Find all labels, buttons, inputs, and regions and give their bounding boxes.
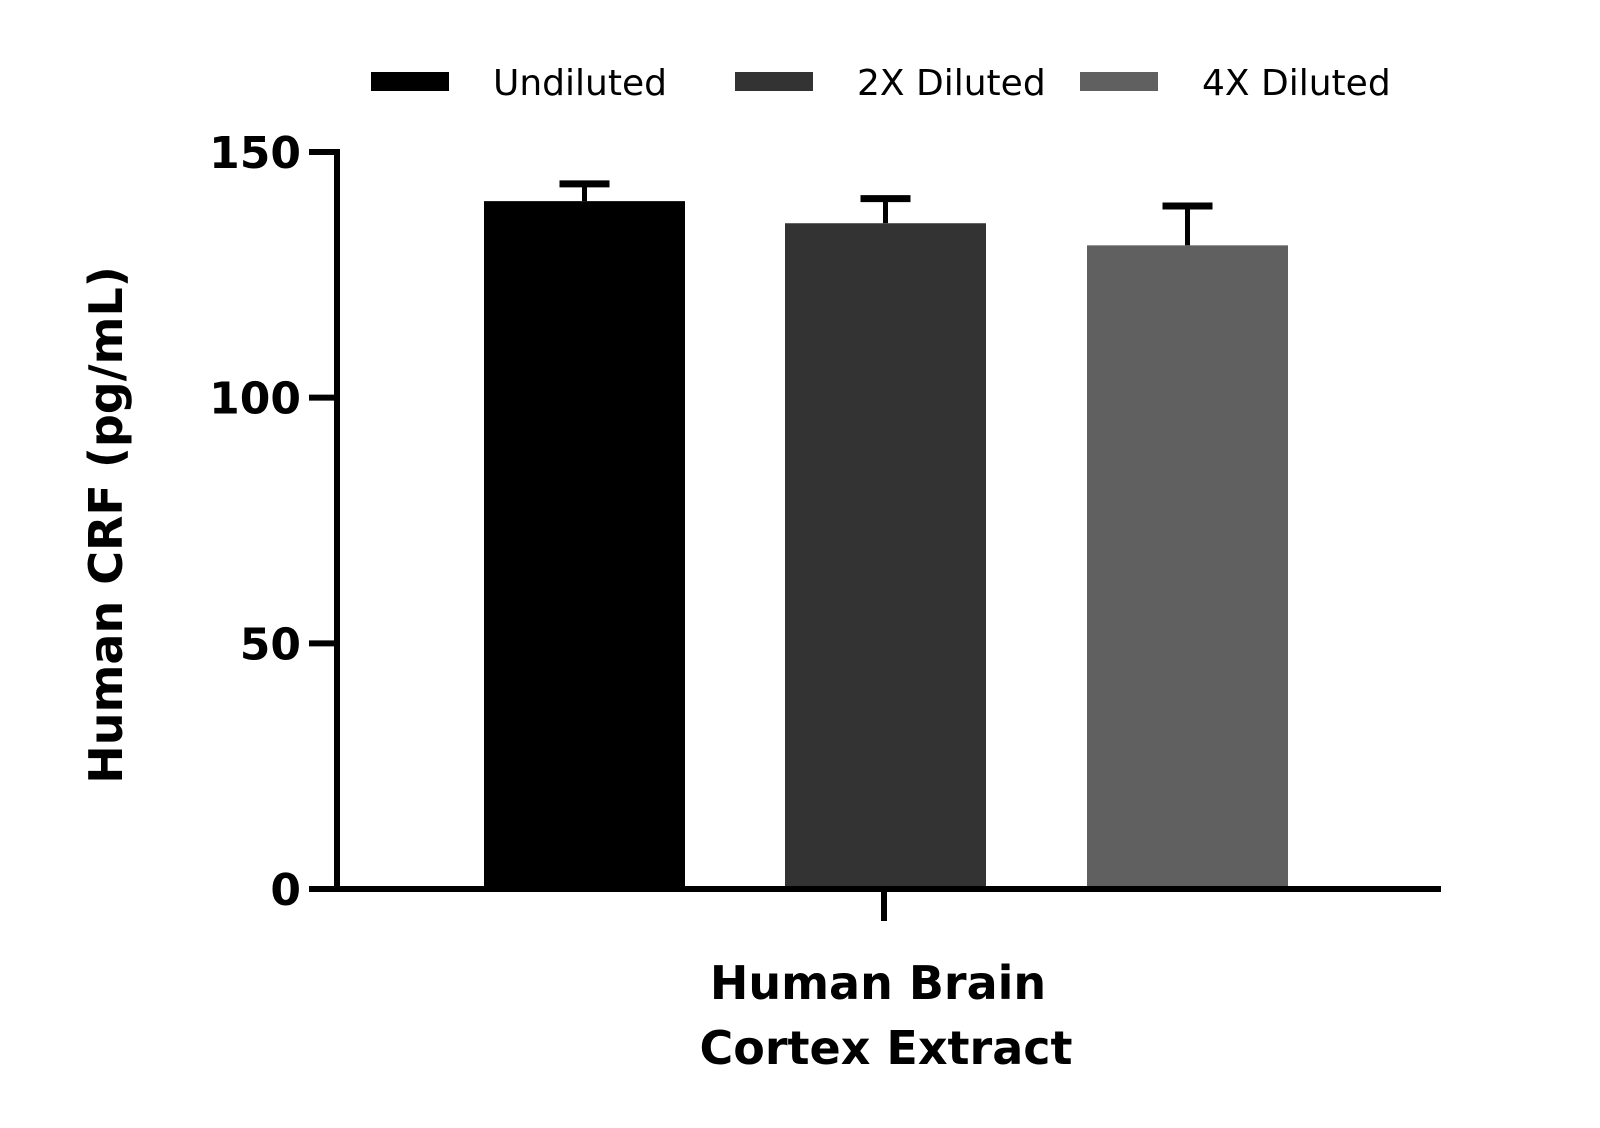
legend-label: Undiluted [493,63,667,104]
x-axis-label-line1: Human Brain [710,956,1046,1010]
bar-2x-diluted [785,223,986,889]
x-axis [334,886,1441,921]
y-tick-label: 150 [209,128,301,179]
legend: Undiluted 2X Diluted 4X Diluted [371,63,1391,104]
legend-swatch [735,72,813,91]
bar-undiluted [484,201,685,890]
x-axis-label-line2: Cortex Extract [700,1021,1073,1075]
y-tick-label: 100 [209,374,301,425]
legend-swatch [1080,72,1158,91]
y-tick-label: 50 [240,619,301,670]
legend-swatch [371,72,449,91]
bar-4x-diluted [1087,245,1288,889]
y-axis: 0 50 100 150 [209,128,340,916]
legend-label: 2X Diluted [857,63,1046,104]
legend-label: 4X Diluted [1202,63,1391,104]
bars [484,180,1288,890]
y-tick-label: 0 [270,865,301,916]
y-axis-label: Human CRF (pg/mL) [79,266,133,784]
